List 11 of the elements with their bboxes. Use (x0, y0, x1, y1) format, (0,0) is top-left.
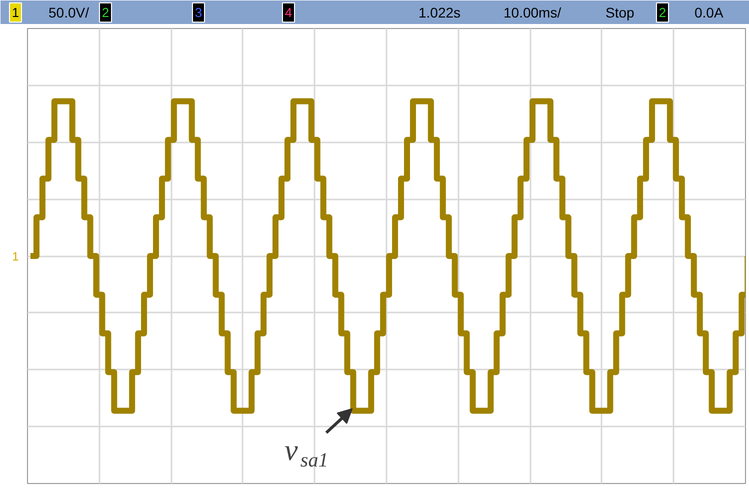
text: 1.022s (418, 4, 461, 20)
text: 2 (658, 5, 666, 20)
text: 2 (102, 5, 110, 20)
text: 1 (12, 5, 20, 20)
text: 0.0A (694, 4, 724, 20)
text: 4 (284, 5, 292, 20)
text: 10.00ms/ (504, 4, 562, 20)
text: 50.0V/ (48, 4, 90, 20)
text: 3 (194, 5, 202, 20)
text: 1 (12, 250, 20, 264)
text: Stop (606, 4, 635, 20)
